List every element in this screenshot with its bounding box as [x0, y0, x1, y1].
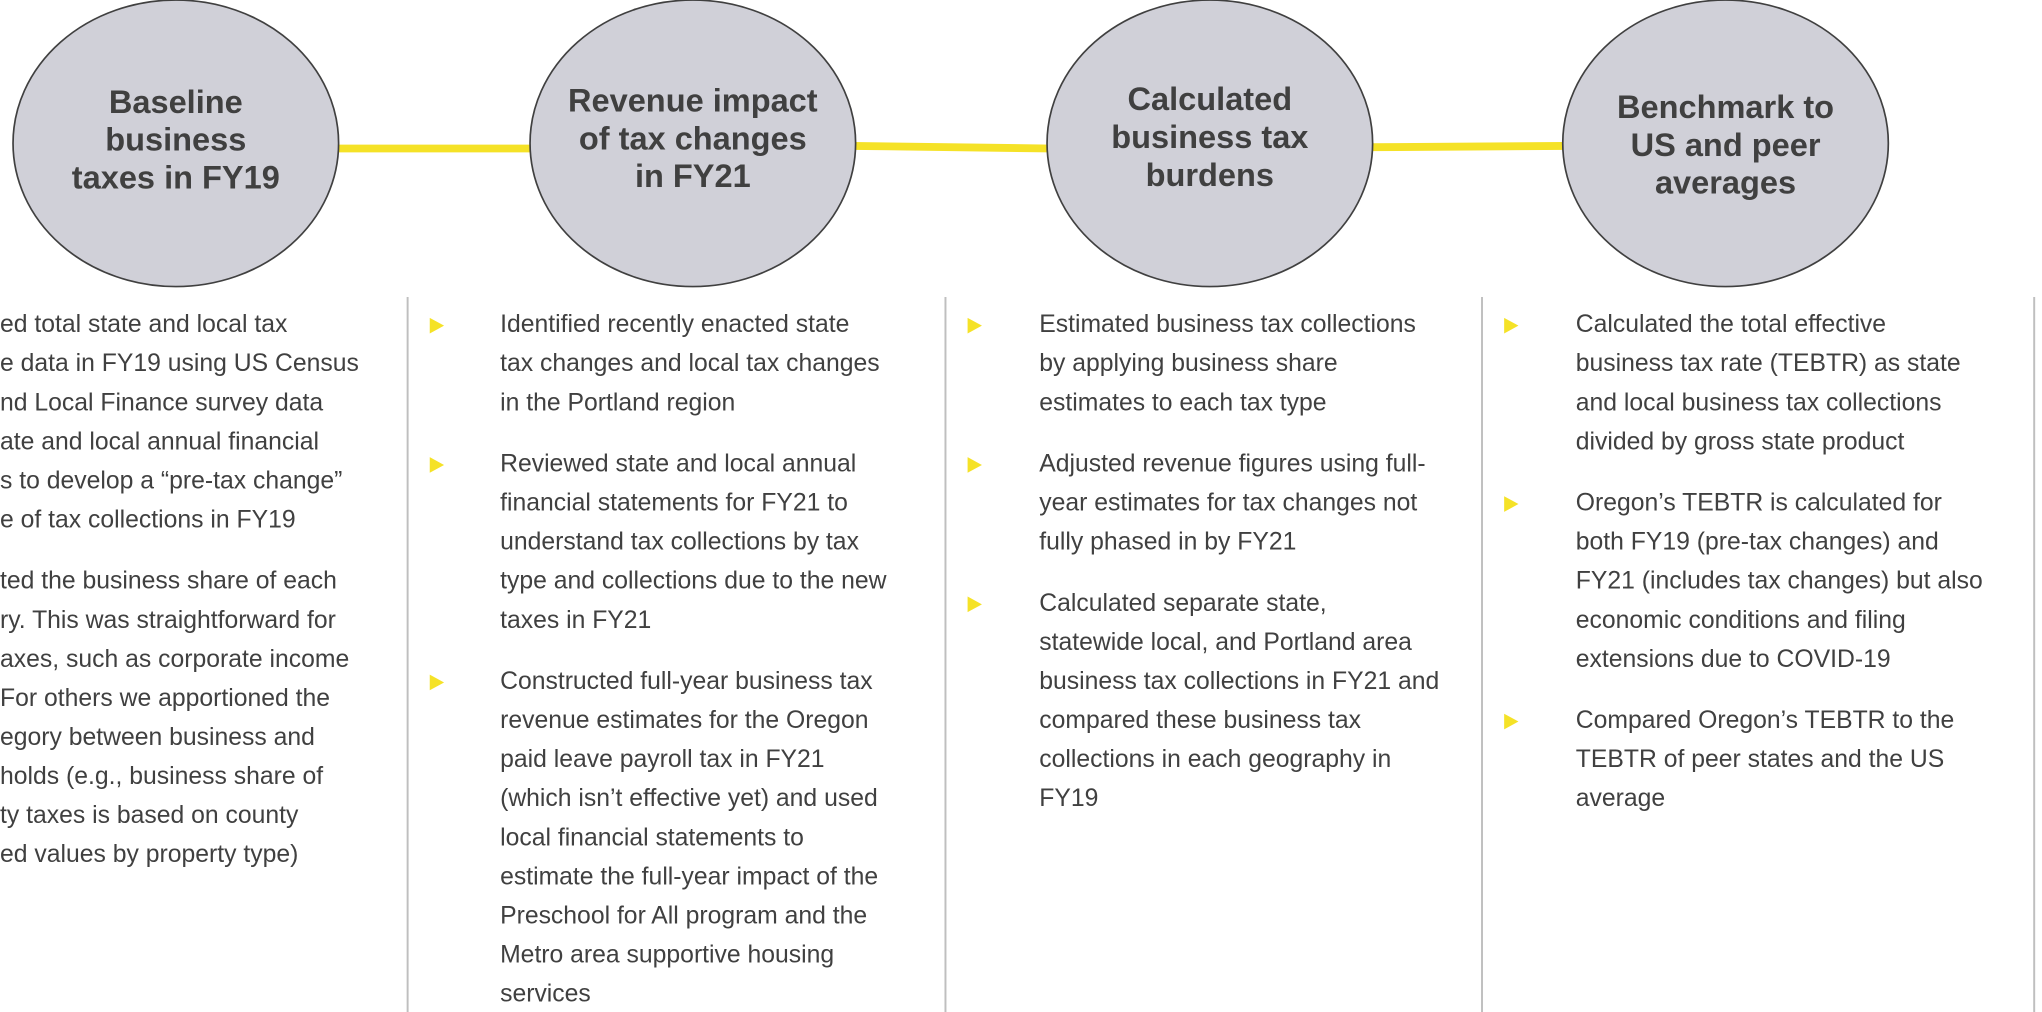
bullet-marker — [967, 317, 982, 334]
bullet-marker — [1504, 713, 1519, 730]
bullet-text: ed total state and local tax — [0, 311, 288, 338]
bullet-text: s to develop a “pre-tax change” — [0, 467, 342, 494]
bullet-marker — [429, 674, 445, 691]
bullet-text: axes, such as corporate income — [0, 646, 349, 673]
bullet-text: economic conditions and filing — [1576, 607, 1906, 634]
bullet-text: both FY19 (pre-tax changes) and — [1576, 529, 1939, 556]
step-title: Revenue impact — [568, 83, 818, 119]
bullet-text: collections in each geography in — [1039, 746, 1391, 773]
bullet-text: paid leave payroll tax in FY21 — [500, 746, 824, 773]
bullet-marker — [429, 317, 445, 334]
bullet-text: business tax collections in FY21 and — [1039, 668, 1439, 695]
bullet-text: type and collections due to the new — [500, 568, 887, 595]
connector — [852, 142, 1050, 153]
bullet-text: ty taxes is based on county — [0, 802, 299, 829]
bullet-text: Compared Oregon’s TEBTR to the — [1576, 707, 1955, 734]
bullet-marker — [429, 457, 445, 473]
bullet-text: taxes in FY21 — [500, 607, 651, 634]
bullet-text: average — [1576, 785, 1665, 812]
step-title: Baseline — [109, 84, 243, 120]
bullet-text: nd Local Finance survey data — [0, 389, 323, 416]
step-title: Calculated — [1128, 81, 1293, 117]
bullet-text: Adjusted revenue figures using full- — [1039, 451, 1425, 478]
bullet-text: understand tax collections by tax — [500, 529, 859, 556]
step-title: business tax — [1111, 119, 1308, 155]
bullet-marker — [967, 457, 982, 473]
bullet-text: year estimates for tax changes not — [1039, 490, 1417, 517]
bullet-marker — [1504, 317, 1519, 334]
step-circle — [12, 0, 340, 288]
step-title: of tax changes — [579, 120, 807, 156]
bullet-text: Estimated business tax collections — [1039, 311, 1416, 338]
bullet-text: Identified recently enacted state — [500, 311, 849, 338]
bullet-text: by applying business share — [1039, 350, 1337, 377]
bullet-text: tax changes and local tax changes — [500, 350, 880, 377]
bullet-marker — [1504, 496, 1519, 512]
bullet-text: business tax rate (TEBTR) as state — [1576, 350, 1961, 377]
step-circle — [529, 0, 857, 288]
bullet-text: estimate the full-year impact of the — [500, 863, 878, 890]
bullet-text: FY21 (includes tax changes) but also — [1576, 568, 1983, 595]
bullet-text: Calculated the total effective — [1576, 311, 1886, 338]
step-circle — [1046, 0, 1374, 288]
step-title: US and peer — [1631, 127, 1821, 163]
bullet-text: Constructed full-year business tax — [500, 668, 873, 695]
bullet-text: ted the business share of each — [0, 568, 337, 595]
bullet-text: ed values by property type) — [0, 841, 298, 868]
bullet-text: and local business tax collections — [1576, 389, 1942, 416]
bullet-text: e of tax collections in FY19 — [0, 507, 296, 534]
step-title: taxes in FY19 — [72, 159, 280, 195]
bullet-marker — [967, 596, 982, 613]
bullet-text: financial statements for FY21 to — [500, 490, 848, 517]
bullet-text: estimates to each tax type — [1039, 389, 1326, 416]
bullet-text: ry. This was straightforward for — [0, 607, 336, 634]
bullet-text: extensions due to COVID-19 — [1576, 646, 1891, 673]
step-title: burdens — [1146, 157, 1274, 193]
step-title: Benchmark to — [1617, 89, 1834, 125]
bullet-text: Calculated separate state, — [1039, 590, 1326, 617]
bullet-text: revenue estimates for the Oregon — [500, 707, 868, 734]
connector — [1369, 142, 1566, 152]
bullet-text: local financial statements to — [500, 824, 804, 851]
bullet-text: holds (e.g., business share of — [0, 763, 323, 790]
bullet-text: Metro area supportive housing — [500, 941, 834, 968]
step-circle — [1561, 0, 1890, 288]
bullet-text: e data in FY19 using US Census — [0, 350, 359, 377]
bullet-text: For others we apportioned the — [0, 685, 330, 712]
bullet-text: fully phased in by FY21 — [1039, 529, 1296, 556]
step-title: averages — [1655, 165, 1796, 201]
bullet-text: divided by gross state product — [1576, 428, 1905, 455]
step-title: in FY21 — [635, 158, 751, 194]
bullet-text: Preschool for All program and the — [500, 902, 867, 929]
bullet-text: statewide local, and Portland area — [1039, 629, 1412, 656]
bullet-text: TEBTR of peer states and the US — [1576, 746, 1944, 773]
bullet-text: Oregon’s TEBTR is calculated for — [1576, 490, 1942, 517]
step-title: business — [105, 122, 246, 158]
bullet-text: egory between business and — [0, 724, 315, 751]
bullet-text: (which isn’t effective yet) and used — [500, 785, 878, 812]
bullet-text: compared these business tax — [1039, 707, 1361, 734]
bullet-text: Reviewed state and local annual — [500, 451, 856, 478]
bullet-text: in the Portland region — [500, 389, 735, 416]
bullet-text: ate and local annual financial — [0, 428, 319, 455]
bullet-text: FY19 — [1039, 785, 1098, 812]
bullet-text: services — [500, 981, 591, 1008]
